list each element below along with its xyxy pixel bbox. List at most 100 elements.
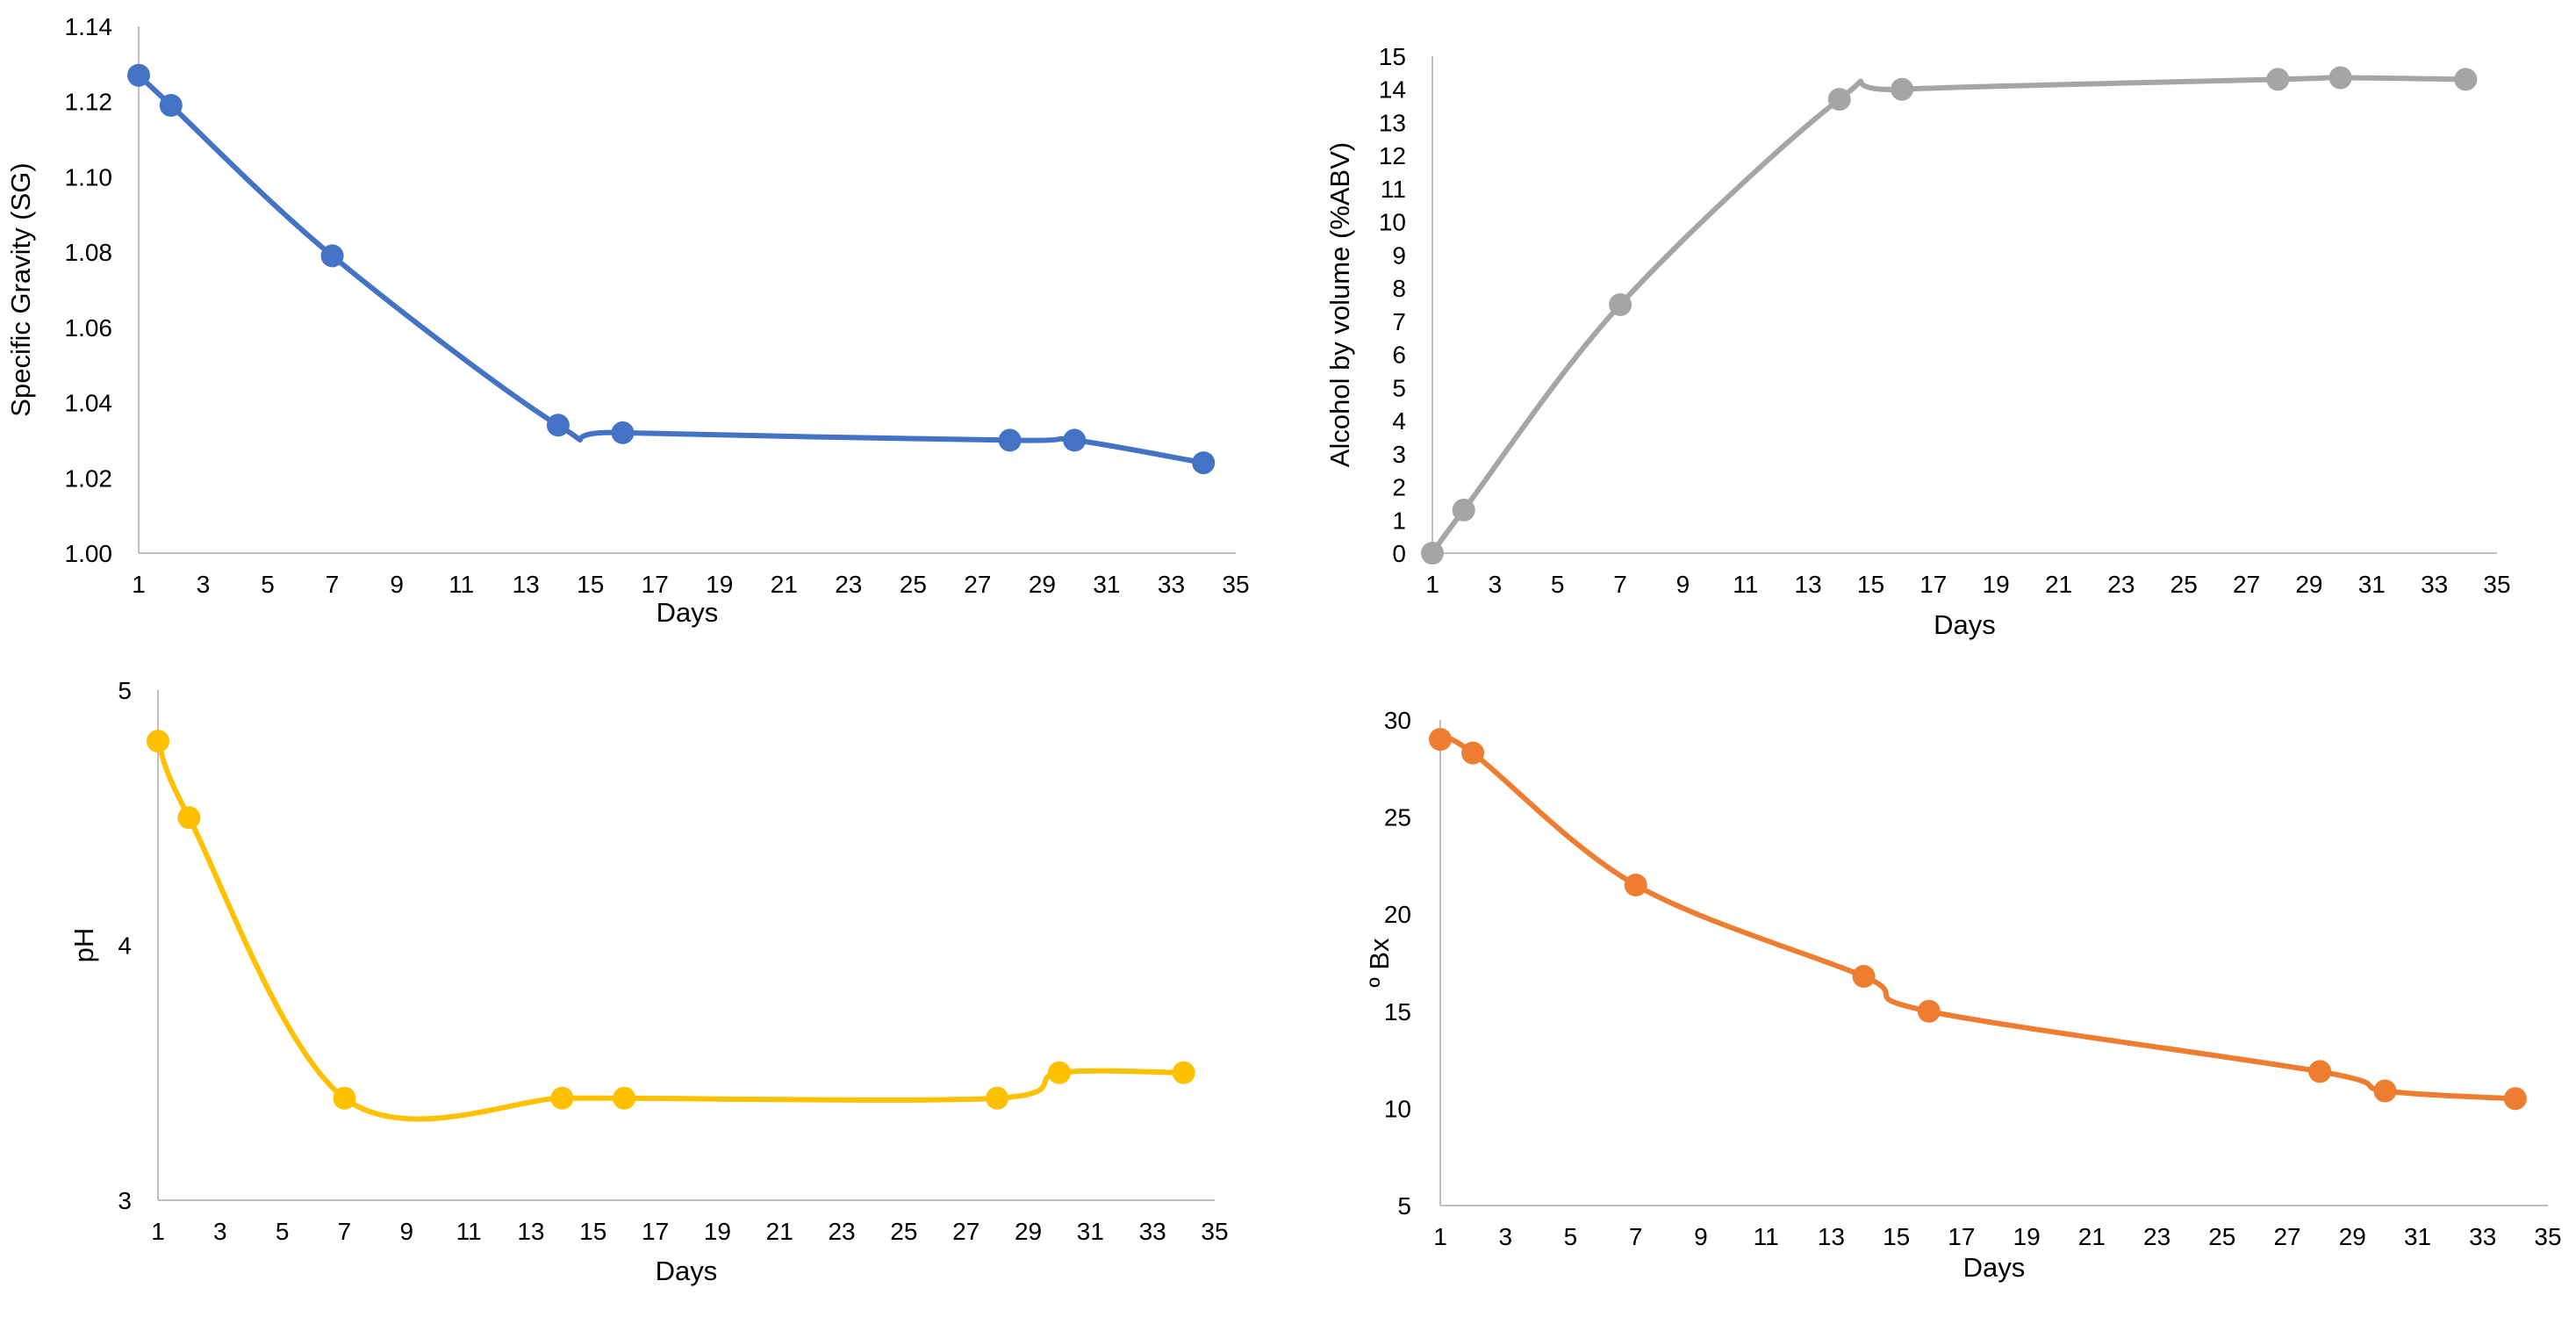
y-axis-title: Specific Gravity (SG) (5, 162, 36, 416)
x-tick-label: 11 (448, 571, 474, 598)
y-tick-label: 8 (1392, 275, 1406, 302)
y-tick-label: 1.10 (65, 163, 113, 191)
y-tick-label: 25 (1384, 804, 1411, 831)
chart-sg: 1 3 5 7 9 11 13 15 17 19 21 23 25 27 29 31 33 351.001.021… (5, 13, 1250, 628)
x-tick-label: 13 (513, 571, 540, 598)
x-tick-label: 23 (828, 1218, 855, 1245)
x-tick-label: 29 (2339, 1223, 2366, 1250)
data-point (1624, 874, 1647, 896)
x-tick-label: 3 (197, 571, 211, 598)
y-tick-label: 1.00 (65, 540, 113, 567)
series-line (136, 72, 1207, 466)
y-tick-label: 10 (1384, 1095, 1411, 1122)
y-tick-label: 30 (1384, 707, 1411, 734)
x-tick-label: 31 (2358, 571, 2386, 598)
x-tick-label: 27 (2273, 1223, 2300, 1250)
y-tick-label: 4 (1392, 407, 1406, 435)
y-tick-label: 9 (1392, 241, 1406, 269)
x-tick-label: 25 (2171, 571, 2198, 598)
x-tick-label: 35 (2483, 571, 2510, 598)
data-point (611, 421, 635, 444)
data-point (2503, 1087, 2527, 1111)
data-point (998, 428, 1022, 452)
data-point (2454, 68, 2478, 91)
series-line (1438, 735, 2518, 1102)
x-tick-label: 1 (151, 1218, 165, 1245)
data-point (1917, 999, 1941, 1023)
y-tick-label: 1.06 (65, 314, 113, 342)
x-tick-label: 33 (1158, 571, 1185, 598)
x-tick-label: 5 (276, 1218, 290, 1245)
x-tick-label: 9 (1676, 571, 1690, 598)
x-tick-label: 29 (2295, 571, 2322, 598)
data-point (613, 1086, 636, 1110)
x-tick-label: 35 (1222, 571, 1249, 598)
x-tick-label: 7 (1629, 1223, 1643, 1250)
y-tick-label: 2 (1392, 474, 1406, 501)
data-point (986, 1086, 1009, 1110)
chart-brix: 1 3 5 7 9 11 13 15 17 19 21 23 25 27 29 31 33 35510152025… (1364, 707, 2562, 1283)
x-tick-label: 17 (642, 1218, 669, 1245)
x-tick-label: 1 (1425, 571, 1439, 598)
x-axis-title: Days (656, 1256, 718, 1286)
x-tick-label: 23 (2107, 571, 2135, 598)
data-point (1063, 428, 1087, 452)
data-point (1429, 728, 1452, 752)
data-point (1461, 741, 1485, 765)
x-tick-label: 17 (1948, 1223, 1975, 1250)
y-tick-label: 1 (1392, 507, 1406, 534)
y-tick-label: 20 (1384, 901, 1411, 928)
data-point (320, 244, 344, 268)
x-tick-label: 19 (704, 1218, 731, 1245)
x-tick-label: 19 (2013, 1223, 2041, 1250)
x-axis-title: Days (657, 597, 719, 628)
x-tick-label: 5 (1551, 571, 1565, 598)
data-point (546, 414, 570, 437)
y-tick-label: 3 (1392, 441, 1406, 468)
x-tick-label: 15 (579, 1218, 606, 1245)
x-tick-label: 7 (326, 571, 340, 598)
x-tick-label: 35 (2534, 1223, 2561, 1250)
x-tick-label: 33 (1139, 1218, 1166, 1245)
x-tick-label: 23 (835, 571, 862, 598)
x-tick-label: 31 (1077, 1218, 1104, 1245)
x-tick-label: 11 (1754, 1223, 1779, 1250)
y-tick-label: 1.08 (65, 239, 113, 266)
y-tick-label: 15 (1379, 43, 1406, 70)
x-tick-label: 27 (952, 1218, 979, 1245)
x-tick-label: 1 (1433, 1223, 1447, 1250)
x-tick-label: 9 (390, 571, 404, 598)
y-tick-label: 13 (1379, 109, 1406, 136)
y-tick-label: 1.12 (65, 89, 113, 116)
y-tick-label: 11 (1381, 176, 1406, 203)
x-tick-label: 1 (132, 571, 146, 598)
x-tick-label: 31 (1093, 571, 1120, 598)
x-tick-label: 11 (1733, 571, 1758, 598)
x-axis-title: Days (1934, 609, 1996, 640)
x-tick-label: 13 (517, 1218, 544, 1245)
data-point (333, 1086, 356, 1110)
y-tick-label: 5 (118, 677, 132, 704)
y-tick-label: 14 (1379, 76, 1406, 104)
data-point (2266, 68, 2290, 91)
data-point (1891, 77, 1914, 101)
data-point (1421, 542, 1444, 565)
x-tick-label: 23 (2143, 1223, 2171, 1250)
x-tick-label: 19 (1983, 571, 2010, 598)
data-point (2308, 1060, 2332, 1083)
x-tick-label: 33 (2469, 1223, 2496, 1250)
data-point (2373, 1079, 2397, 1103)
x-tick-label: 13 (1818, 1223, 1845, 1250)
x-tick-label: 31 (2404, 1223, 2431, 1250)
y-tick-label: 15 (1384, 998, 1411, 1026)
x-tick-label: 19 (706, 571, 733, 598)
x-tick-label: 9 (400, 1218, 414, 1245)
data-point (177, 806, 201, 830)
x-tick-label: 17 (1919, 571, 1947, 598)
data-point (127, 63, 150, 87)
y-tick-label: 10 (1379, 209, 1406, 236)
y-tick-label: 7 (1392, 308, 1406, 335)
y-tick-label: 5 (1397, 1192, 1411, 1220)
